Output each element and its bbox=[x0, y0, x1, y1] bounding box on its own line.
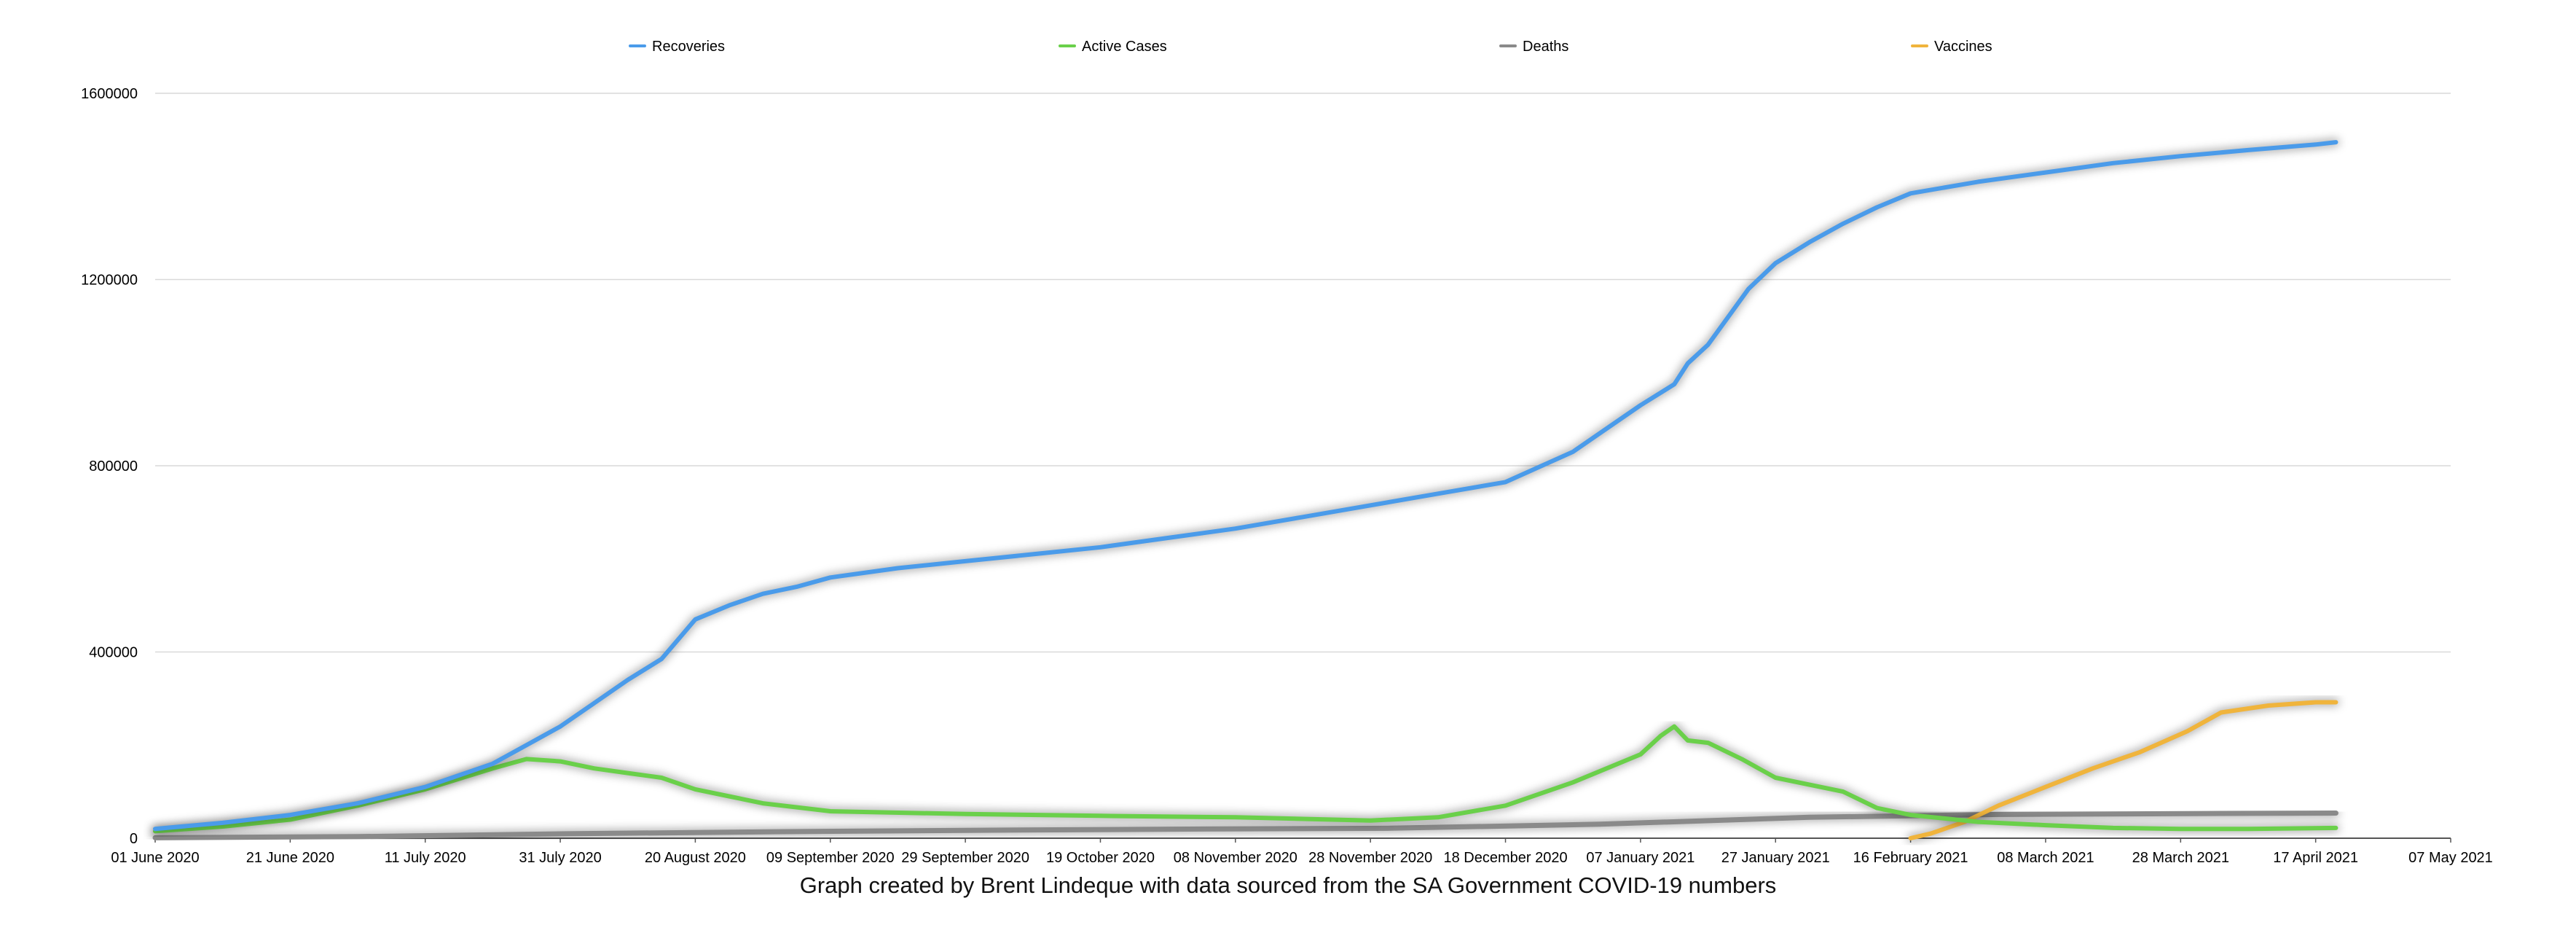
grid-lines bbox=[155, 93, 2451, 653]
x-tick-label: 19 October 2020 bbox=[1046, 850, 1155, 866]
x-tick-label: 11 July 2020 bbox=[385, 850, 466, 866]
x-tick-label: 07 May 2021 bbox=[2408, 850, 2493, 866]
x-tick-label: 16 February 2021 bbox=[1853, 850, 1968, 866]
x-tick-label: 17 April 2021 bbox=[2273, 850, 2358, 866]
series-shadow-recoveries bbox=[152, 138, 2340, 833]
x-tick-label: 08 March 2021 bbox=[1997, 850, 2094, 866]
x-tick-label: 31 July 2020 bbox=[519, 850, 601, 866]
x-tick-label: 29 September 2020 bbox=[901, 850, 1029, 866]
x-tick-label: 18 December 2020 bbox=[1443, 850, 1567, 866]
x-tick-label: 28 November 2020 bbox=[1308, 850, 1432, 866]
y-tick-label: 1600000 bbox=[81, 86, 138, 102]
series-line-vaccines bbox=[1908, 700, 2339, 840]
x-tick-label: 20 August 2020 bbox=[645, 850, 746, 866]
y-tick-label: 400000 bbox=[89, 645, 138, 661]
x-tick-label: 09 September 2020 bbox=[766, 850, 895, 866]
x-tick-label: 21 June 2020 bbox=[246, 850, 334, 866]
legend-label-active-cases: Active Cases bbox=[1082, 39, 1167, 55]
series-line-deaths bbox=[152, 811, 2339, 840]
series-lines bbox=[152, 138, 2340, 842]
y-tick-label: 1200000 bbox=[81, 273, 138, 289]
y-tick-label: 800000 bbox=[89, 458, 138, 474]
axes: 0 400000 800000 1200000 1600000 01 June 2020 2… bbox=[81, 86, 2493, 866]
series-line-active-cases bbox=[153, 724, 2339, 834]
legend-label-deaths: Deaths bbox=[1523, 39, 1568, 55]
x-tick-label: 01 June 2020 bbox=[111, 850, 199, 866]
x-tick-label: 28 March 2021 bbox=[2132, 850, 2229, 866]
x-tick-label: 08 November 2020 bbox=[1174, 850, 1297, 866]
series-line-recoveries bbox=[153, 140, 2339, 832]
legend-label-vaccines: Vaccines bbox=[1934, 39, 1992, 55]
y-tick-label: 0 bbox=[130, 831, 138, 847]
x-tick-label: 27 January 2021 bbox=[1721, 850, 1830, 866]
chart-caption: Graph created by Brent Lindeque with dat… bbox=[799, 872, 1777, 898]
x-tick-label: 07 January 2021 bbox=[1586, 850, 1695, 866]
legend: Recoveries Active Cases Deaths Vaccines bbox=[629, 39, 1992, 55]
legend-label-recoveries: Recoveries bbox=[652, 39, 725, 55]
